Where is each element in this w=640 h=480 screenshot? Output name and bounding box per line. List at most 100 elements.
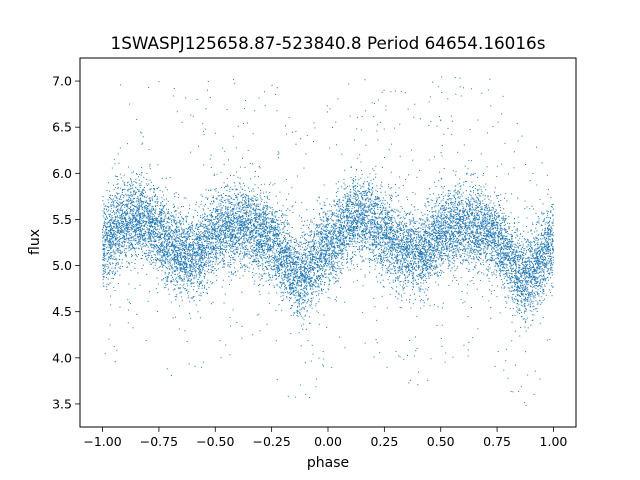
scatter-point xyxy=(298,245,300,247)
scatter-point xyxy=(237,204,239,206)
scatter-point xyxy=(117,208,119,210)
scatter-point xyxy=(402,255,404,257)
scatter-point xyxy=(474,209,476,211)
scatter-point xyxy=(174,205,176,207)
scatter-point xyxy=(497,229,499,231)
scatter-point xyxy=(225,240,227,242)
scatter-point xyxy=(290,333,292,335)
scatter-point xyxy=(290,264,292,266)
scatter-point xyxy=(143,235,144,237)
scatter-point xyxy=(464,165,466,167)
scatter-point xyxy=(517,279,519,281)
scatter-point xyxy=(286,243,288,245)
scatter-point xyxy=(151,230,153,232)
scatter-point xyxy=(245,227,247,229)
scatter-point xyxy=(187,255,189,257)
scatter-point xyxy=(296,243,298,245)
scatter-point xyxy=(271,255,273,257)
scatter-point xyxy=(389,252,391,254)
scatter-point xyxy=(290,265,292,267)
scatter-point xyxy=(221,213,223,215)
scatter-point xyxy=(311,221,313,223)
scatter-point xyxy=(130,188,132,190)
scatter-point xyxy=(174,259,176,261)
scatter-point xyxy=(443,218,445,220)
scatter-point xyxy=(232,212,234,214)
scatter-point xyxy=(490,195,492,197)
scatter-point xyxy=(374,306,376,308)
scatter-point xyxy=(431,260,433,262)
scatter-point xyxy=(443,247,445,249)
scatter-point xyxy=(404,254,406,256)
scatter-point xyxy=(385,213,387,215)
scatter-point xyxy=(483,224,485,226)
scatter-point xyxy=(260,222,262,224)
scatter-point xyxy=(175,256,177,258)
scatter-point xyxy=(296,299,298,301)
scatter-point xyxy=(294,241,296,243)
scatter-point xyxy=(150,244,152,246)
scatter-point xyxy=(506,279,508,281)
scatter-point xyxy=(215,210,217,212)
scatter-point xyxy=(260,217,262,219)
scatter-point xyxy=(360,255,361,257)
scatter-point xyxy=(385,109,387,111)
scatter-point xyxy=(159,248,161,250)
scatter-point xyxy=(149,291,151,293)
scatter-point xyxy=(381,213,383,215)
scatter-point xyxy=(243,264,245,266)
scatter-point xyxy=(458,229,460,231)
scatter-point xyxy=(471,240,473,242)
scatter-point xyxy=(471,181,473,183)
scatter-point xyxy=(447,199,449,201)
scatter-point xyxy=(242,258,244,260)
scatter-point xyxy=(352,213,354,214)
scatter-point xyxy=(337,231,339,233)
scatter-point xyxy=(135,224,137,226)
scatter-point xyxy=(144,225,146,227)
scatter-point xyxy=(113,229,115,231)
scatter-point xyxy=(199,222,201,224)
scatter-point xyxy=(330,253,332,255)
scatter-point xyxy=(290,266,292,268)
scatter-point xyxy=(282,263,284,265)
scatter-point xyxy=(273,226,275,228)
scatter-point xyxy=(306,309,308,311)
scatter-point xyxy=(295,265,297,267)
scatter-point xyxy=(541,302,543,304)
scatter-point xyxy=(542,265,544,267)
scatter-point xyxy=(513,167,515,169)
scatter-point xyxy=(267,244,269,246)
scatter-point xyxy=(250,234,252,236)
scatter-point xyxy=(403,287,405,289)
scatter-point xyxy=(248,200,250,202)
scatter-point xyxy=(506,238,508,240)
scatter-point xyxy=(204,224,206,226)
scatter-point xyxy=(197,249,199,251)
scatter-point xyxy=(478,227,480,229)
scatter-point xyxy=(300,275,302,277)
scatter-point xyxy=(455,192,457,194)
scatter-point xyxy=(151,233,153,235)
scatter-point xyxy=(362,216,364,218)
scatter-point xyxy=(259,254,261,256)
scatter-point xyxy=(368,231,370,233)
scatter-point xyxy=(406,245,408,247)
scatter-point xyxy=(238,237,240,239)
scatter-point xyxy=(549,232,551,234)
scatter-point xyxy=(461,216,463,217)
scatter-point xyxy=(230,225,232,227)
scatter-point xyxy=(254,226,256,228)
scatter-point xyxy=(116,243,118,245)
scatter-point xyxy=(243,242,245,244)
scatter-point xyxy=(342,235,344,237)
scatter-point xyxy=(255,208,257,210)
scatter-point xyxy=(177,259,179,261)
scatter-point xyxy=(220,251,222,253)
scatter-point xyxy=(296,253,298,255)
scatter-point xyxy=(300,248,302,250)
scatter-point xyxy=(149,252,151,254)
scatter-point xyxy=(422,239,424,241)
scatter-point xyxy=(374,243,376,245)
scatter-point xyxy=(276,268,278,270)
